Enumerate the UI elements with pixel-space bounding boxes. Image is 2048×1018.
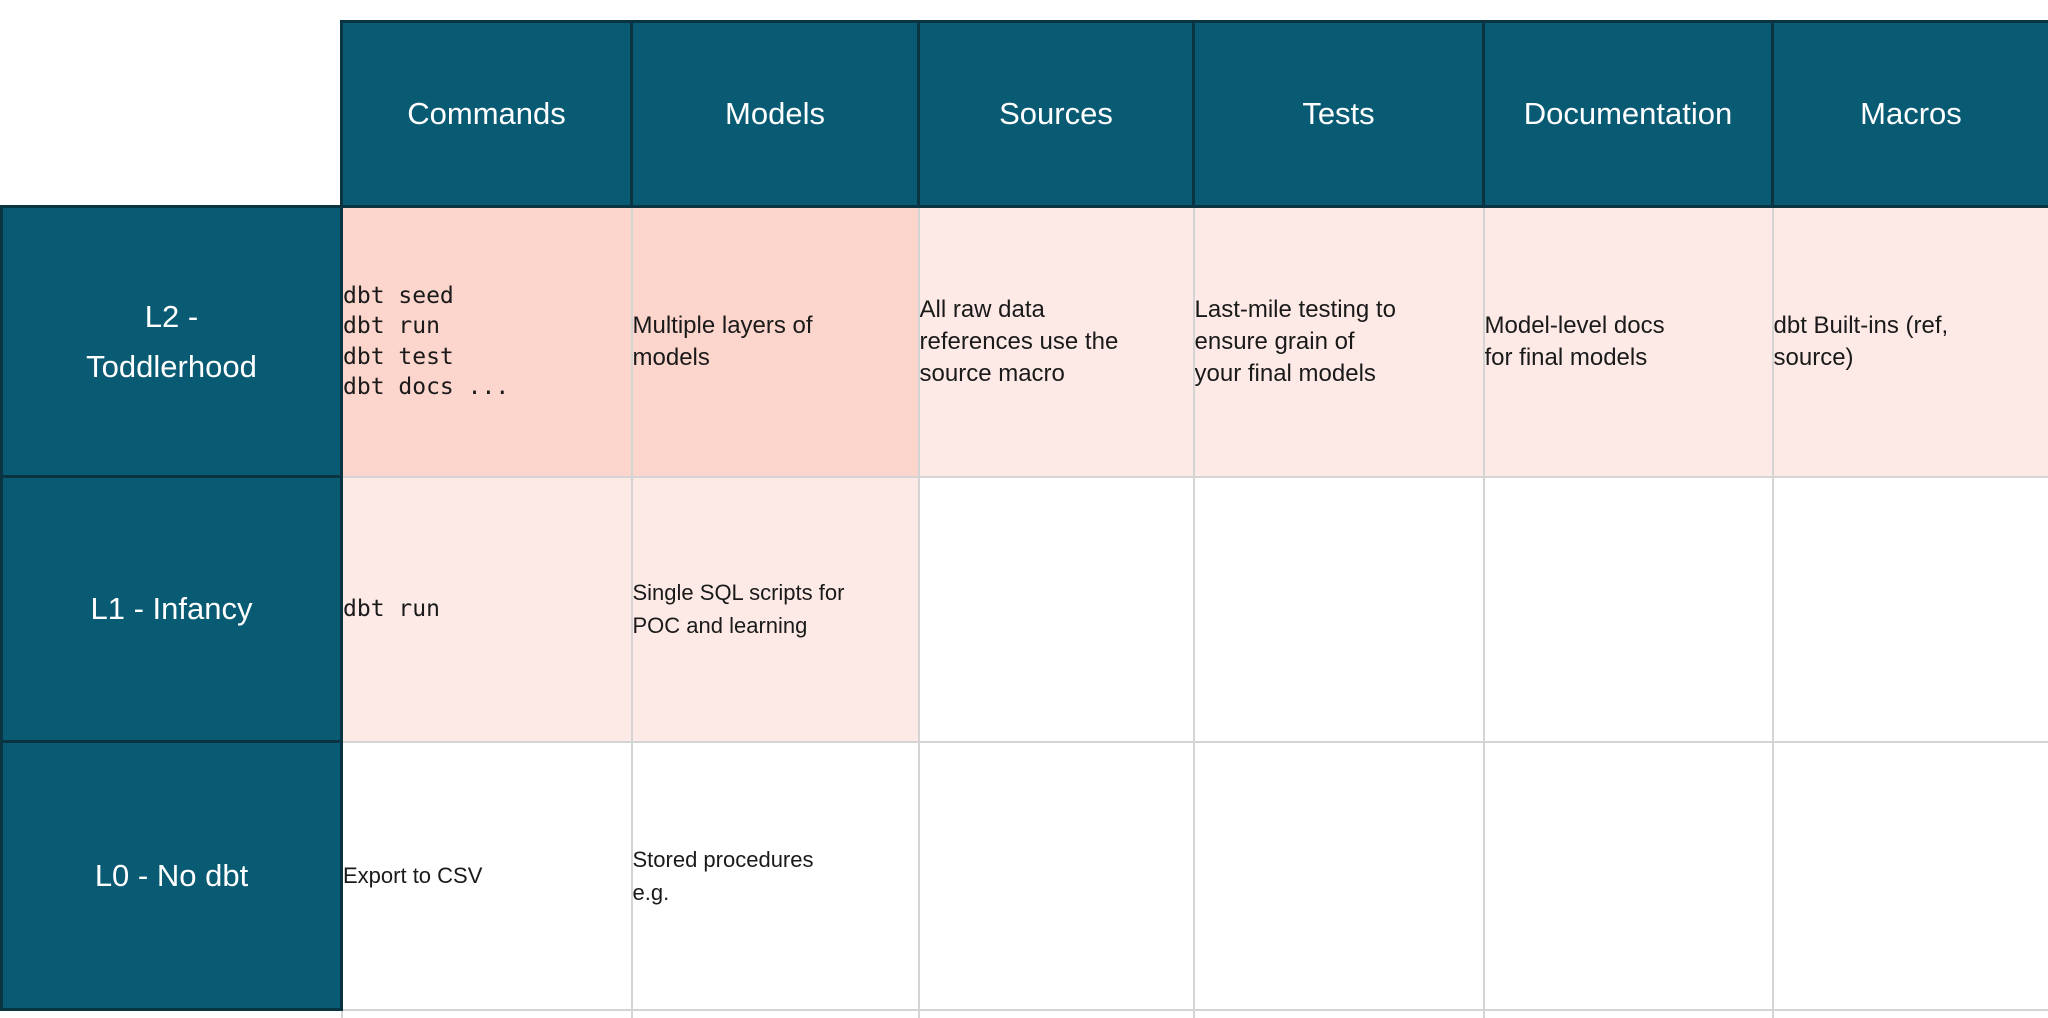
cell-l0-macros [1771,740,2048,1011]
column-header-commands: Commands [340,20,633,208]
cell-l2-models: Multiple layers of models [630,205,920,478]
row-l1-infancy: L1 - Infancy dbt run Single SQL scripts … [0,475,2048,743]
column-header-tests: Tests [1192,20,1485,208]
row-l2-toddlerhood: L2 - Toddlerhood dbt seed dbt run dbt te… [0,205,2048,478]
dbt-maturity-matrix: Commands Models Sources Tests Documentat… [0,20,2048,1018]
cell-l0-models: Stored procedures e.g. [630,740,920,1011]
bottom-strip-cell [1192,1009,1485,1018]
bottom-strip-cell [1482,1009,1774,1018]
cell-l2-tests: Last-mile testing to ensure grain of you… [1192,205,1485,478]
bottom-strip-cell [340,1009,633,1018]
cell-l2-sources: All raw data references use the source m… [917,205,1195,478]
header-row: Commands Models Sources Tests Documentat… [2,20,2048,208]
row-header-l2-toddlerhood: L2 - Toddlerhood [0,205,343,478]
bottom-strip-cell [917,1009,1195,1018]
cell-l0-tests [1192,740,1485,1011]
cell-l2-commands: dbt seed dbt run dbt test dbt docs ... [340,205,633,478]
maturity-table: Commands Models Sources Tests Documentat… [0,20,2048,1018]
cell-l0-sources [917,740,1195,1011]
cell-l1-commands: dbt run [340,475,633,743]
column-header-sources: Sources [917,20,1195,208]
row-header-l0-no-dbt: L0 - No dbt [0,740,343,1011]
row-l0-no-dbt: L0 - No dbt Export to CSV Stored procedu… [0,740,2048,1011]
bottom-strip-cell [1771,1009,2048,1018]
bottom-strip-cell [630,1009,920,1018]
column-header-documentation: Documentation [1482,20,1774,208]
cell-l1-tests [1192,475,1485,743]
corner-spacer [2,22,342,207]
cell-l1-documentation [1482,475,1774,743]
cell-l0-documentation [1482,740,1774,1011]
cell-l1-macros [1771,475,2048,743]
cell-l2-macros: dbt Built-ins (ref, source) [1771,205,2048,478]
bottom-edge-strip [1,1009,2048,1018]
cell-l2-documentation: Model-level docs for final models [1482,205,1774,478]
cell-l1-sources [917,475,1195,743]
cell-l1-models: Single SQL scripts for POC and learning [630,475,920,743]
column-header-macros: Macros [1771,20,2048,208]
row-header-l1-infancy: L1 - Infancy [0,475,343,743]
cell-l0-commands: Export to CSV [340,740,633,1011]
column-header-models: Models [630,20,920,208]
bottom-strip-spacer [1,1009,342,1018]
